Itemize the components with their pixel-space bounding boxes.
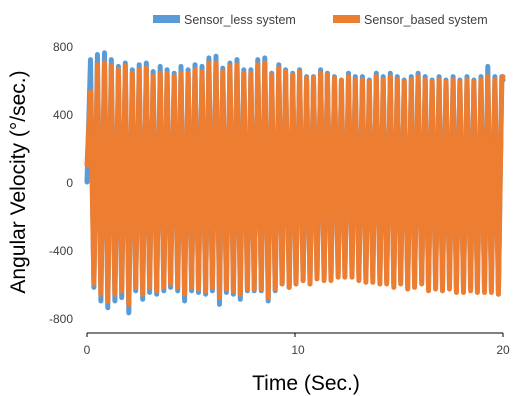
plot-area	[84, 50, 506, 316]
y-tick-label: -800	[49, 312, 73, 326]
legend: Sensor_less system Sensor_based system	[153, 13, 488, 27]
y-tick-label: 400	[53, 108, 73, 122]
y-tick-label: 800	[53, 40, 73, 54]
x-tick-label: 20	[496, 343, 510, 357]
x-tick-label: 0	[84, 343, 91, 357]
legend-label-sensor-based: Sensor_based system	[364, 13, 488, 27]
y-tick-label: 0	[66, 176, 73, 190]
series-line-sensor-based	[84, 60, 506, 307]
x-tick-label: 10	[291, 343, 305, 357]
y-tick-label: -400	[49, 244, 73, 258]
y-axis-title: Angular Velocity (°/sec.)	[7, 70, 30, 293]
x-axis-title: Time (Sec.)	[252, 372, 360, 395]
legend-label-sensor-less: Sensor_less system	[184, 13, 296, 27]
